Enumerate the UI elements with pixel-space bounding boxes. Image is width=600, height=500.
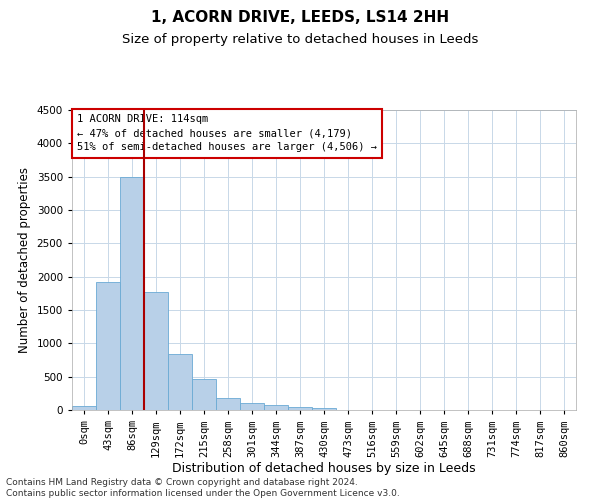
Text: Size of property relative to detached houses in Leeds: Size of property relative to detached ho… bbox=[122, 32, 478, 46]
Bar bbox=[192, 380, 216, 410]
Y-axis label: Number of detached properties: Number of detached properties bbox=[18, 167, 31, 353]
Text: Contains HM Land Registry data © Crown copyright and database right 2024.
Contai: Contains HM Land Registry data © Crown c… bbox=[6, 478, 400, 498]
Bar bbox=[216, 398, 240, 410]
Text: 1, ACORN DRIVE, LEEDS, LS14 2HH: 1, ACORN DRIVE, LEEDS, LS14 2HH bbox=[151, 10, 449, 25]
Bar bbox=[264, 405, 288, 410]
Bar bbox=[288, 407, 312, 410]
Bar bbox=[168, 354, 192, 410]
Bar bbox=[144, 292, 168, 410]
Text: 1 ACORN DRIVE: 114sqm
← 47% of detached houses are smaller (4,179)
51% of semi-d: 1 ACORN DRIVE: 114sqm ← 47% of detached … bbox=[77, 114, 377, 152]
X-axis label: Distribution of detached houses by size in Leeds: Distribution of detached houses by size … bbox=[172, 462, 476, 475]
Bar bbox=[96, 282, 120, 410]
Bar bbox=[240, 404, 264, 410]
Bar bbox=[312, 408, 336, 410]
Bar bbox=[120, 176, 144, 410]
Bar bbox=[72, 406, 96, 410]
